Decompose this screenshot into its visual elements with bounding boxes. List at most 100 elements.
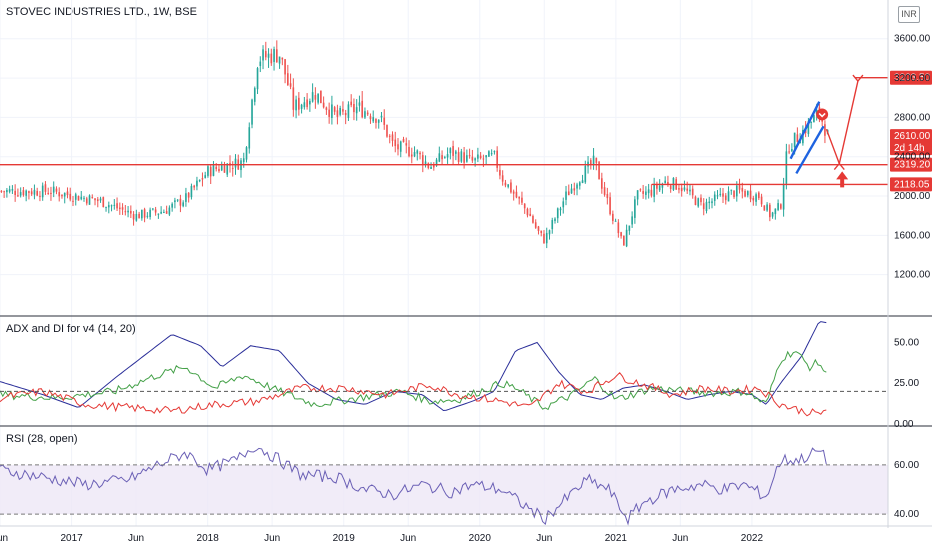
candle-body — [52, 186, 55, 193]
candle-body — [350, 101, 353, 106]
candle-body — [719, 193, 722, 196]
axes — [0, 0, 932, 528]
candle-body — [460, 151, 463, 162]
x-tick-label: 2019 — [333, 533, 356, 544]
price-tag-label: 3203.50 — [894, 73, 931, 84]
candle-body — [427, 163, 430, 168]
candle-body — [537, 226, 540, 231]
candle-body — [471, 156, 474, 161]
x-tick-label: Jun — [400, 533, 416, 544]
candle-body — [80, 196, 83, 200]
candle-body — [8, 189, 11, 192]
candle-body — [463, 152, 465, 163]
candle-body — [353, 103, 355, 113]
projection-down-arrow — [825, 128, 840, 164]
price-tag-label: 2118.05 — [894, 179, 930, 190]
rsi-tick-label: 40.00 — [894, 509, 919, 520]
candle-body — [333, 107, 336, 112]
arrow-head — [852, 74, 864, 83]
candle-body — [609, 197, 611, 215]
x-tick-label: 2018 — [197, 533, 220, 544]
candle-body — [449, 148, 452, 154]
candle-body — [738, 185, 741, 190]
x-tick-label: Jun — [536, 533, 552, 544]
candle-body — [295, 99, 297, 111]
candle-body — [215, 166, 218, 170]
candle-body — [185, 193, 187, 202]
candle-body — [702, 203, 705, 210]
candle-body — [30, 191, 33, 195]
candle-body — [556, 208, 559, 219]
candle-body — [39, 195, 41, 197]
candle-body — [36, 190, 39, 196]
rsi-tick-label: 60.00 — [894, 460, 919, 471]
candle-body — [358, 102, 361, 106]
price-tick-label: 2400.00 — [894, 152, 931, 163]
candle-body — [512, 191, 515, 194]
candle-body — [372, 117, 375, 122]
candle-body — [642, 191, 644, 194]
candle-body — [331, 104, 333, 118]
price-tag-sublabel: 2d 14h — [894, 143, 925, 154]
candle-body — [813, 115, 815, 123]
candle-body — [242, 158, 245, 163]
candle-body — [600, 178, 603, 189]
candle-body — [63, 192, 66, 197]
candle-body — [793, 132, 796, 148]
candle-body — [782, 184, 785, 210]
candle-body — [116, 203, 118, 209]
candle-body — [157, 213, 160, 215]
candle-body — [212, 165, 215, 176]
adx-tick-label: 25.00 — [894, 378, 919, 389]
candle-body — [548, 230, 551, 235]
candle-body — [645, 191, 647, 195]
candle-body — [399, 141, 402, 152]
candle-body — [697, 198, 700, 207]
candle-body — [496, 150, 498, 168]
rsi-band-fill — [0, 464, 888, 515]
candle-body — [617, 222, 620, 234]
candle-body — [146, 215, 149, 217]
candle-body — [394, 139, 397, 147]
candle-body — [209, 166, 212, 177]
price-tick-label: 2800.00 — [894, 112, 931, 123]
candle-body — [149, 209, 151, 217]
candle-body — [705, 201, 708, 212]
candle-body — [791, 149, 793, 152]
candle-body — [88, 195, 91, 205]
candle-body — [361, 100, 364, 118]
price-tag — [890, 157, 932, 172]
price-tag-label: 2610.00 — [894, 131, 931, 142]
candle-body — [435, 159, 438, 166]
candle-body — [61, 194, 63, 197]
candle-body — [410, 154, 413, 157]
currency-badge[interactable]: INR — [898, 6, 920, 23]
candle-body — [760, 196, 763, 205]
candle-body — [328, 109, 330, 117]
candle-body — [636, 190, 639, 200]
candle-body — [303, 102, 306, 108]
candle-body — [413, 152, 416, 157]
candle-body — [559, 208, 562, 211]
candle-body — [669, 185, 672, 189]
candle-body — [755, 194, 757, 202]
candle-body — [488, 151, 490, 157]
axis-labels: Jun 2017 Jun 2018 Jun 2019 Jun 2020 Jun 2021 Jun 20… — [0, 34, 931, 544]
candle-body — [267, 53, 270, 58]
candle-body — [275, 49, 278, 63]
candle-body — [584, 165, 587, 183]
candle-body — [33, 189, 36, 195]
candle-body — [694, 196, 697, 205]
candle-body — [526, 208, 529, 216]
candle-body — [551, 220, 554, 230]
candle-body — [281, 57, 284, 60]
candle-body — [554, 218, 556, 221]
candle-body — [366, 112, 369, 115]
up-arrow-icon — [836, 171, 849, 188]
candle-body — [466, 155, 468, 162]
candle-body — [72, 200, 74, 202]
candle-body — [477, 154, 479, 159]
candle-body — [763, 205, 766, 211]
